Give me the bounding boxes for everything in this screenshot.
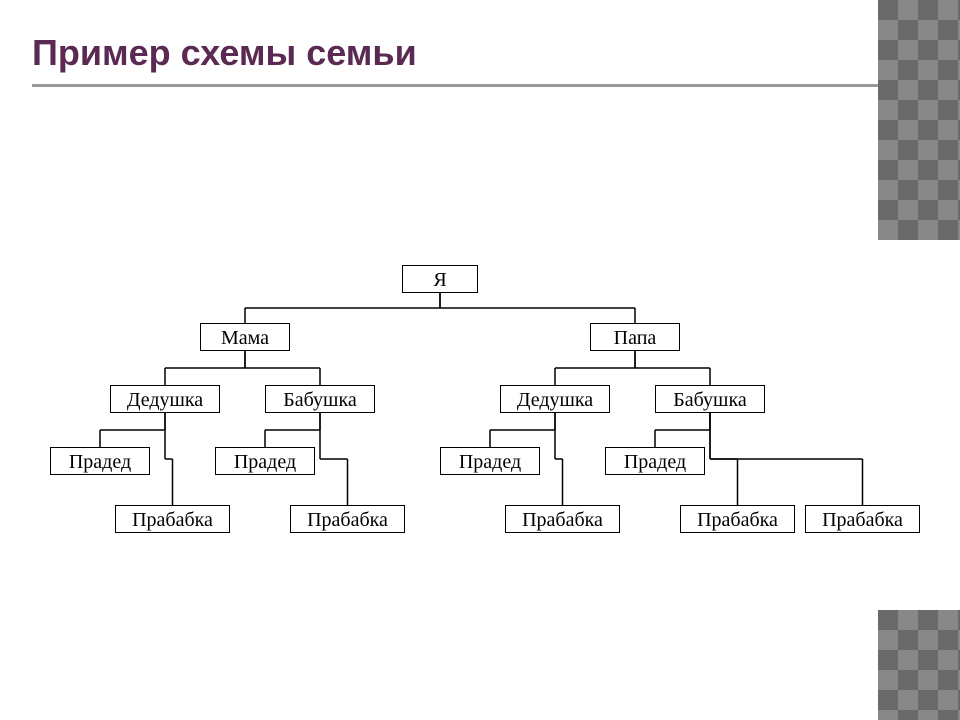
tree-node-me: Я [402,265,478,293]
tree-node-gg2: Прадед [215,447,315,475]
tree-node-gb2: Прабабка [290,505,405,533]
tree-node-mgm: Бабушка [265,385,375,413]
slide-title: Пример схемы семьи [32,32,417,74]
tree-node-gg4: Прадед [605,447,705,475]
tree-node-gb1: Прабабка [115,505,230,533]
tree-node-dad: Папа [590,323,680,351]
tree-node-mgf: Дедушка [110,385,220,413]
decor-strip-top [878,0,960,240]
family-tree-diagram: Я Мама Папа Дедушка Бабушка Дедушка Бабушка Пра… [40,265,880,545]
tree-node-pgm: Бабушка [655,385,765,413]
tree-node-pgf: Дедушка [500,385,610,413]
tree-node-gb3: Прабабка [505,505,620,533]
tree-node-gg3: Прадед [440,447,540,475]
title-underline [32,84,878,87]
slide-title-block: Пример схемы семьи [32,32,417,74]
tree-node-mom: Мама [200,323,290,351]
tree-node-gg1: Прадед [50,447,150,475]
tree-node-gb5: Прабабка [805,505,920,533]
decor-strip-bottom [878,610,960,720]
tree-node-gb4: Прабабка [680,505,795,533]
